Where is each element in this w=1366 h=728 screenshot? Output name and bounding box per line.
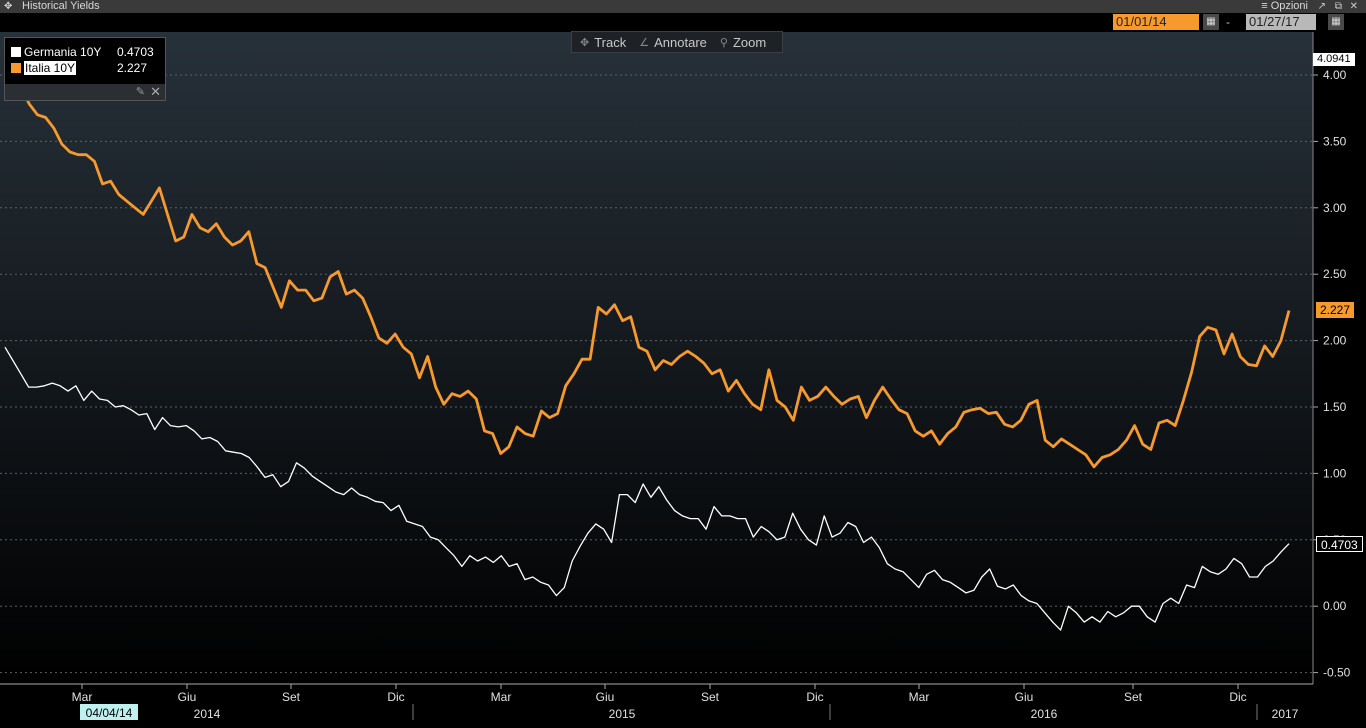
legend-box[interactable]: Germania 10Y 0.4703 Italia 10Y 2.227 ✎ ✕ bbox=[4, 37, 166, 101]
start-date-input[interactable]: 01/01/14 bbox=[1113, 14, 1199, 30]
legend-swatch bbox=[11, 47, 21, 57]
y-tick-label: 1.00 bbox=[1323, 466, 1347, 480]
x-tick-label: Mar bbox=[72, 690, 93, 704]
annotate-button[interactable]: ∠ Annotare bbox=[639, 34, 707, 50]
italia-last-value-label: 2.227 bbox=[1316, 302, 1355, 319]
track-button[interactable]: ✥ Track bbox=[580, 34, 627, 50]
x-tick-label: Giu bbox=[1015, 690, 1034, 704]
pin-icon[interactable]: ✎ bbox=[135, 86, 145, 98]
y-tick-label: 2.00 bbox=[1323, 334, 1347, 348]
year-label: 2016 bbox=[1031, 707, 1058, 721]
magnifier-icon: ⚲ bbox=[719, 36, 728, 49]
zoom-button[interactable]: ⚲ Zoom bbox=[719, 34, 767, 50]
legend-footer: ✎ ✕ bbox=[5, 84, 165, 100]
date-toolbar bbox=[0, 13, 1366, 32]
y-tick-label: 1.50 bbox=[1323, 400, 1347, 414]
legend-swatch bbox=[11, 63, 21, 73]
yield-chart[interactable]: 4.003.503.002.502.001.501.000.500.00-0.5… bbox=[0, 32, 1366, 728]
x-tick-label: Mar bbox=[909, 690, 930, 704]
year-label: 2017 bbox=[1272, 707, 1299, 721]
italia-series-line[interactable] bbox=[4, 86, 1291, 469]
y-tick-label: 0.00 bbox=[1323, 599, 1347, 613]
x-tick-label: Mar bbox=[491, 690, 512, 704]
germania-series-line[interactable] bbox=[4, 346, 1290, 631]
cursor-date-box bbox=[80, 704, 138, 720]
x-tick-label: Set bbox=[282, 690, 301, 704]
calendar-icon[interactable]: ▦ bbox=[1203, 14, 1219, 30]
pencil-icon: ∠ bbox=[639, 36, 650, 49]
cursor-date-label: 04/04/14 bbox=[86, 706, 133, 720]
close-window-icon[interactable]: ✕ bbox=[1349, 1, 1358, 12]
x-tick-label: Dic bbox=[806, 690, 823, 704]
x-axis-band bbox=[0, 684, 1366, 728]
calendar-icon[interactable]: ▦ bbox=[1328, 14, 1344, 30]
popout-icon[interactable]: ↗ bbox=[1317, 1, 1326, 12]
window-titlebar: ✥ Historical Yields ≡ Opzioni ↗ ⧉ ✕ bbox=[0, 0, 1366, 13]
legend-item-italia[interactable]: Italia 10Y 2.227 bbox=[11, 61, 147, 76]
restore-icon[interactable]: ⧉ bbox=[1334, 1, 1342, 12]
y-tick-label: 3.50 bbox=[1323, 134, 1347, 148]
y-tick-label: 3.00 bbox=[1323, 201, 1347, 215]
x-tick-label: Giu bbox=[178, 690, 197, 704]
close-legend-icon[interactable]: ✕ bbox=[150, 84, 161, 99]
plot-background bbox=[0, 32, 1313, 684]
y-tick-label: 2.50 bbox=[1323, 267, 1347, 281]
date-range-dash: - bbox=[1226, 15, 1230, 29]
window-title: Historical Yields bbox=[22, 0, 100, 12]
year-label: 2015 bbox=[609, 707, 636, 721]
crosshair-icon: ✥ bbox=[580, 36, 590, 49]
x-tick-label: Dic bbox=[1229, 690, 1246, 704]
top-value-label: 4.0941 bbox=[1313, 53, 1355, 66]
options-menu[interactable]: ≡ Opzioni bbox=[1261, 0, 1308, 12]
legend-item-germania[interactable]: Germania 10Y 0.4703 bbox=[11, 45, 154, 60]
y-tick-label: -0.50 bbox=[1323, 666, 1351, 680]
year-label: 2014 bbox=[194, 707, 221, 721]
chart-area[interactable]: 4.003.503.002.502.001.501.000.500.00-0.5… bbox=[0, 32, 1366, 728]
x-tick-label: Dic bbox=[387, 690, 404, 704]
x-tick-label: Set bbox=[701, 690, 720, 704]
y-tick-label: 4.00 bbox=[1323, 68, 1347, 82]
end-date-input[interactable]: 01/27/17 bbox=[1246, 14, 1316, 30]
x-tick-label: Giu bbox=[596, 690, 615, 704]
chart-tools-bar: ✥ Track ∠ Annotare ⚲ Zoom bbox=[571, 31, 783, 53]
move-icon[interactable]: ✥ bbox=[4, 1, 13, 12]
germania-last-value-label: 0.4703 bbox=[1316, 535, 1363, 552]
x-tick-label: Set bbox=[1124, 690, 1143, 704]
